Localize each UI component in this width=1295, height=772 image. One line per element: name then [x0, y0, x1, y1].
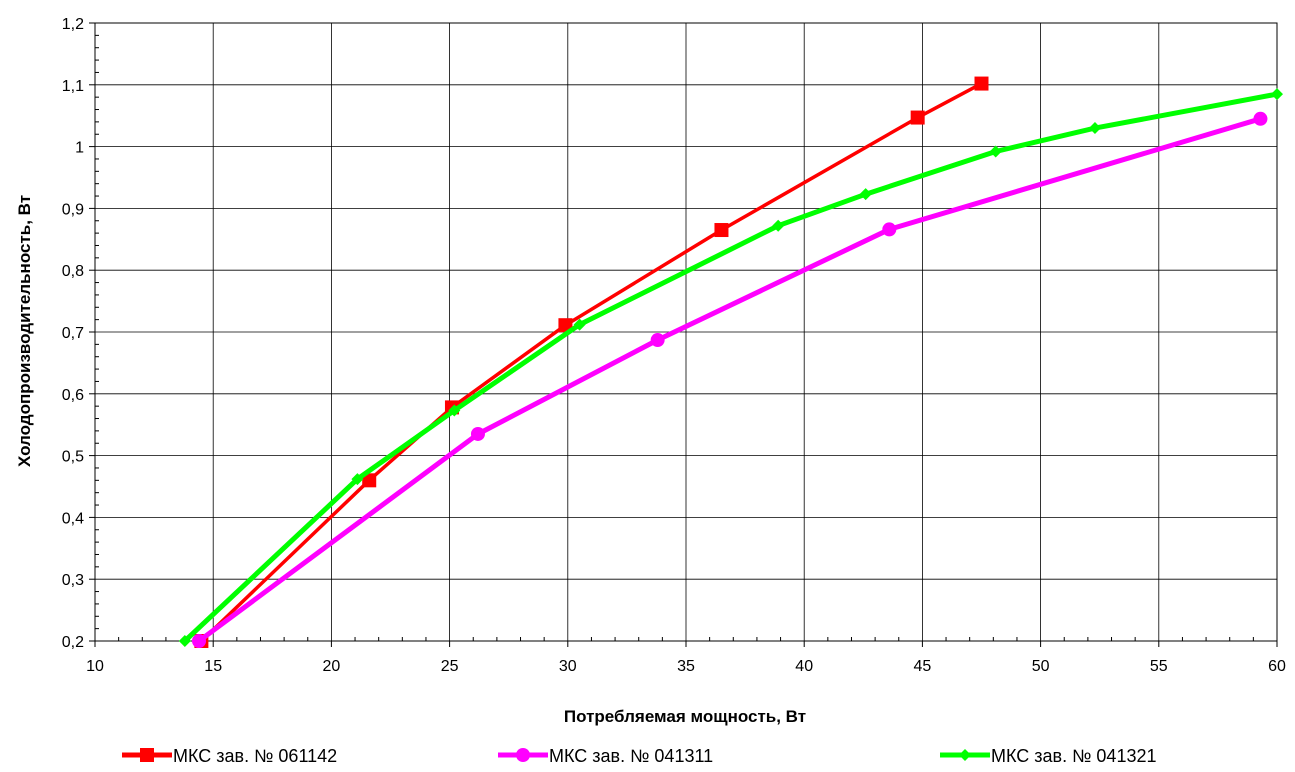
data-point	[1253, 111, 1268, 126]
data-point	[974, 76, 989, 91]
data-point	[558, 318, 573, 333]
x-tick-label: 35	[677, 658, 695, 675]
data-point	[448, 404, 461, 417]
y-tick-label: 0,5	[62, 449, 84, 466]
data-point	[1271, 88, 1283, 101]
series-line	[197, 116, 1262, 644]
data-point	[1088, 122, 1101, 135]
x-tick-label: 15	[204, 658, 222, 675]
data-point	[470, 426, 485, 441]
legend-label: МКС зав. № 041311	[549, 746, 713, 766]
y-tick-label: 1,2	[62, 16, 84, 33]
data-point	[650, 333, 665, 348]
series	[178, 76, 1283, 648]
x-tick-label: 55	[1150, 658, 1168, 675]
data-point	[362, 473, 377, 488]
data-point	[910, 110, 925, 125]
series-group	[194, 76, 989, 648]
data-point	[882, 222, 897, 237]
y-tick-label: 1,1	[62, 78, 84, 95]
data-point	[351, 473, 364, 486]
y-tick-label: 0,2	[62, 634, 84, 651]
y-tick-label: 0,7	[62, 325, 84, 342]
y-tick-label: 0,6	[62, 387, 84, 404]
y-tick-label: 0,3	[62, 572, 84, 589]
minor-ticks	[95, 34, 1254, 641]
y-axis-title: Холодопроизводительность, Вт	[15, 195, 34, 467]
data-point	[516, 748, 530, 762]
series-group	[192, 111, 1268, 648]
x-tick-label: 30	[559, 658, 577, 675]
series-group	[178, 88, 1283, 647]
data-point	[859, 188, 872, 201]
data-point	[192, 634, 207, 648]
series-line	[183, 91, 1278, 643]
data-point	[178, 635, 191, 647]
data-point	[140, 748, 154, 762]
x-tick-label: 10	[86, 658, 104, 675]
data-point	[714, 223, 729, 238]
x-axis-ticks: 10 15 20 25 30 35 40 45 50 55 60	[86, 641, 1286, 675]
data-point	[573, 318, 586, 331]
grid	[94, 22, 1278, 642]
data-point	[772, 219, 785, 232]
x-tick-label: 45	[914, 658, 932, 675]
x-tick-label: 40	[795, 658, 813, 675]
x-tick-label: 50	[1032, 658, 1050, 675]
legend: МКС зав. № 061142 МКС зав. № 041311 МКС за…	[122, 746, 1156, 766]
y-tick-label: 0,4	[62, 510, 84, 527]
y-axis-ticks: 0,2 0,3 0,4 0,5 0,6 0,7 0,8 0,9 1 1,1 1,2	[62, 16, 95, 651]
data-point	[959, 749, 971, 761]
data-point	[989, 145, 1002, 158]
x-tick-label: 25	[441, 658, 459, 675]
legend-label: МКС зав. № 041321	[991, 746, 1156, 766]
x-tick-label: 20	[323, 658, 341, 675]
y-tick-label: 0,9	[62, 201, 84, 218]
x-axis-title: Потребляемая мощность, Вт	[564, 707, 806, 726]
legend-label: МКС зав. № 061142	[173, 746, 337, 766]
series-line	[200, 82, 983, 643]
x-tick-label: 60	[1268, 658, 1286, 675]
y-tick-label: 1	[75, 140, 84, 157]
y-tick-label: 0,8	[62, 263, 84, 280]
